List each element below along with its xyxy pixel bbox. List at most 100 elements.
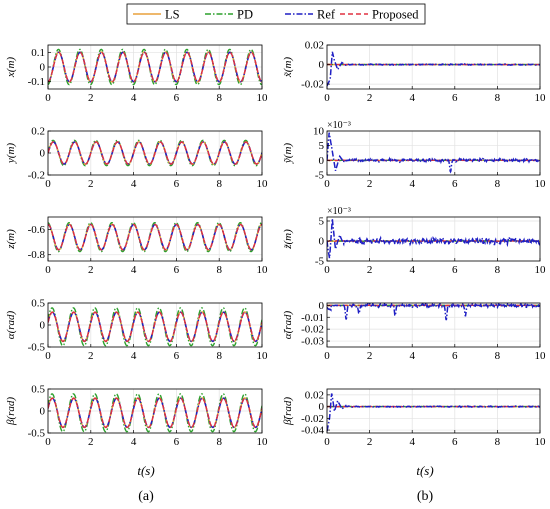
y-tick-label: -0.04 xyxy=(301,425,324,437)
y-tick-label: -0.02 xyxy=(301,413,324,425)
x-tick-label: 10 xyxy=(257,92,269,104)
y-axis-exponent: ×10⁻³ xyxy=(327,120,351,131)
y-tick-label: 0 xyxy=(319,300,325,312)
series-line-ls xyxy=(48,223,262,251)
x-tick-label: 10 xyxy=(257,264,269,276)
x-tick-label: 0 xyxy=(324,350,330,362)
series-line-ref xyxy=(327,218,540,259)
axes-frame xyxy=(47,216,263,262)
y-axis-label: α(rad) xyxy=(5,310,17,339)
axes-frame xyxy=(326,130,541,176)
x-tick-label: 2 xyxy=(88,92,94,104)
x-tick-label: 0 xyxy=(324,264,330,276)
x-tick-label: 4 xyxy=(131,92,137,104)
y-tick-label: 5 xyxy=(319,216,325,228)
y-axis-exponent: ×10⁻³ xyxy=(327,206,351,217)
y-tick-label: 0.2 xyxy=(31,126,45,138)
subplot-grid: 0 2 4 6 8 10-0.100.1x(m)0 2 4 6 8 10-0.200.2y(m)0 2… xyxy=(5,40,546,449)
axes-frame xyxy=(326,302,541,348)
series-line-proposed xyxy=(48,397,262,429)
y-tick-label: -0.2 xyxy=(28,170,45,182)
y-tick-label: 0 xyxy=(319,401,325,413)
x-tick-label: 10 xyxy=(535,178,547,190)
legend-label-ls: LS xyxy=(165,8,180,22)
x-tick-label: 6 xyxy=(174,264,180,276)
x-tick-label: 2 xyxy=(88,350,94,362)
y-tick-label: 0 xyxy=(40,406,46,418)
subplot-a-2: 0 2 4 6 8 10 -0.8 -0.6 z(m) xyxy=(5,216,269,276)
y-axis-label: ỹ(m) xyxy=(282,143,294,164)
series-line-ref xyxy=(327,393,540,432)
x-tick-label: 6 xyxy=(174,178,180,190)
y-tick-label: 0 xyxy=(40,148,46,160)
x-tick-label: 2 xyxy=(367,92,373,104)
y-tick-label: -5 xyxy=(315,170,325,182)
x-tick-label: 10 xyxy=(257,350,269,362)
subplot-a-0: 0 2 4 6 8 10-0.100.1x(m) xyxy=(5,44,269,104)
y-axis-label: x(m) xyxy=(5,57,17,78)
x-tick-label: 4 xyxy=(131,350,137,362)
x-tick-label: 6 xyxy=(174,92,180,104)
x-tick-label: 4 xyxy=(131,264,137,276)
x-tick-label: 4 xyxy=(409,92,415,104)
y-tick-label: -0.02 xyxy=(301,324,324,336)
series-line-ref xyxy=(327,132,540,174)
axes-frame xyxy=(326,44,541,90)
series-line-proposed xyxy=(48,311,262,343)
x-tick-label: 8 xyxy=(216,92,222,104)
x-tick-label: 8 xyxy=(495,178,501,190)
x-tick-label: 2 xyxy=(88,178,94,190)
x-tick-label: 0 xyxy=(45,264,51,276)
x-tick-label: 6 xyxy=(174,350,180,362)
x-tick-label: 10 xyxy=(535,264,547,276)
x-tick-label: 0 xyxy=(324,92,330,104)
x-tick-label: 8 xyxy=(495,264,501,276)
y-tick-label: 0 xyxy=(319,59,325,71)
x-tick-label: 2 xyxy=(367,178,373,190)
x-tick-label: 0 xyxy=(324,436,330,448)
x-tick-label: 2 xyxy=(367,264,373,276)
x-tick-label: 4 xyxy=(409,264,415,276)
x-tick-label: 4 xyxy=(131,436,137,448)
y-tick-label: 0 xyxy=(40,62,46,74)
subplot-b-2: 0 2 4 6 8 10-505×10⁻³z̃(m) xyxy=(282,206,546,276)
y-tick-label: 0.02 xyxy=(305,40,324,52)
x-tick-label: 0 xyxy=(45,92,51,104)
legend-frame xyxy=(126,3,426,25)
y-tick-label: -0.03 xyxy=(301,336,324,348)
x-tick-label: 2 xyxy=(367,436,373,448)
x-tick-label: 8 xyxy=(216,264,222,276)
x-tick-label: 6 xyxy=(452,436,458,448)
legend-label-pd: PD xyxy=(237,8,253,22)
y-tick-label: -0.8 xyxy=(28,249,46,261)
x-tick-label: 4 xyxy=(131,178,137,190)
subplot-a-3: 0 2 4 6 8 10-0.500.5α(rad) xyxy=(5,298,268,363)
y-axis-label: x̃(m) xyxy=(282,57,294,78)
y-tick-label: -0.1 xyxy=(28,76,45,88)
y-tick-label: 0.5 xyxy=(31,384,45,396)
legend: LS PD Ref Proposed xyxy=(126,3,426,25)
legend-label-proposed: Proposed xyxy=(372,8,419,22)
x-tick-label: 8 xyxy=(495,92,501,104)
x-tick-label: 4 xyxy=(409,178,415,190)
series-line-pd xyxy=(48,307,262,347)
y-tick-label: 10 xyxy=(313,126,325,138)
x-tick-label: 10 xyxy=(535,92,547,104)
x-tick-label: 2 xyxy=(88,436,94,448)
x-tick-label: 6 xyxy=(452,92,458,104)
x-tick-label: 6 xyxy=(452,350,458,362)
y-tick-label: -0.5 xyxy=(28,428,46,440)
x-tick-label: 0 xyxy=(45,178,51,190)
column-tag-b: (b) xyxy=(417,489,434,504)
y-axis-label: α̃(rad) xyxy=(282,310,294,339)
y-tick-label: 0 xyxy=(40,320,46,332)
y-tick-label: 0 xyxy=(319,236,325,248)
series-line-proposed xyxy=(48,51,262,83)
series-line-pd xyxy=(48,221,262,253)
x-tick-label: 10 xyxy=(535,436,547,448)
x-tick-label: 10 xyxy=(535,350,547,362)
y-tick-label: -5 xyxy=(315,256,325,268)
